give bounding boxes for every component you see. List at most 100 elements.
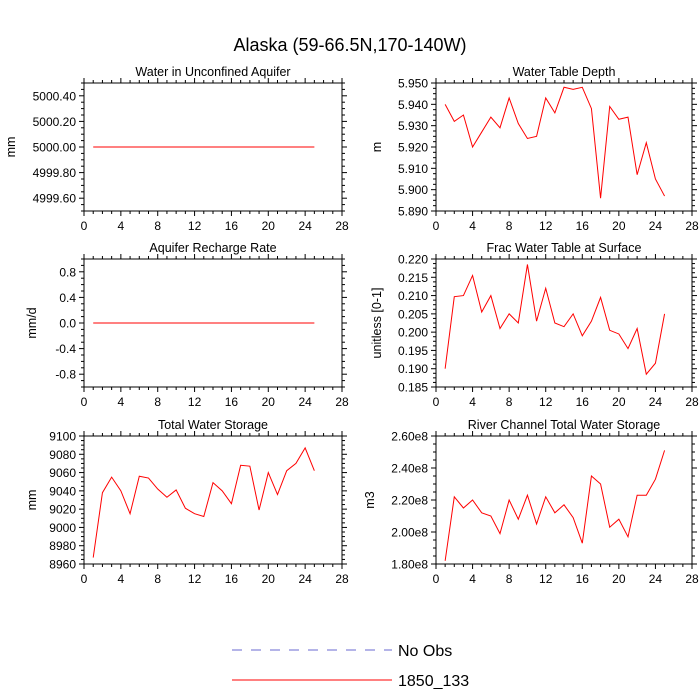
page-title: Alaska (59-66.5N,170-140W): [233, 35, 466, 55]
x-tick-label: 4: [118, 395, 125, 409]
y-tick-label: 4999.80: [33, 166, 77, 180]
x-tick-label: 16: [225, 572, 239, 586]
x-tick-label: 28: [335, 219, 349, 233]
panels-group: Water in Unconfined Aquifer 0 4 8 12 16 20 24 28…: [4, 65, 699, 586]
y-tick-label: 1.80e8: [391, 558, 428, 572]
x-tick-label: 16: [576, 395, 590, 409]
x-tick-label: 8: [506, 572, 513, 586]
y-tick-label: 8960: [49, 558, 76, 572]
x-tick-label: 28: [335, 395, 349, 409]
x-tick-label: 16: [225, 219, 239, 233]
x-tick-label: 20: [612, 395, 626, 409]
x-tick-label: 28: [685, 395, 699, 409]
y-tick-label: -0.8: [55, 368, 76, 382]
y-axis-label: mm/d: [25, 307, 39, 338]
legend-no-obs-label: No Obs: [398, 643, 452, 660]
y-tick-label: 0.210: [398, 289, 428, 303]
x-tick-label: 24: [649, 219, 663, 233]
y-tick-label: 5.910: [398, 162, 428, 176]
chart-title: Water in Unconfined Aquifer: [135, 65, 290, 79]
y-tick-label: 0.215: [398, 271, 428, 285]
y-tick-label: 0.205: [398, 307, 428, 321]
x-tick-label: 28: [685, 219, 699, 233]
x-tick-label: 8: [506, 219, 513, 233]
x-tick-label: 8: [154, 219, 161, 233]
x-tick-label: 12: [188, 572, 202, 586]
x-tick-label: 4: [469, 219, 476, 233]
y-axis-label: mm: [25, 490, 39, 511]
legend: No Obs 1850_133: [232, 643, 469, 690]
chart-water-table-depth: Water Table Depth 0 4 8 12 16 20 24 28 5.890 5.900…: [370, 65, 699, 233]
y-tick-label: 0.8: [59, 265, 76, 279]
chart-title: Total Water Storage: [158, 418, 268, 432]
x-tick-label: 28: [335, 572, 349, 586]
y-tick-label: 2.60e8: [391, 430, 428, 444]
y-tick-label: 4999.60: [33, 192, 77, 206]
x-tick-label: 12: [539, 395, 553, 409]
y-tick-label: 9100: [49, 430, 76, 444]
y-tick-label: 5.920: [398, 141, 428, 155]
x-tick-label: 4: [469, 395, 476, 409]
chart-title: Water Table Depth: [513, 65, 616, 79]
chart-river-channel-total-water-storage: River Channel Total Water Storage 0 4 8 12 16…: [363, 418, 699, 586]
x-tick-label: 0: [81, 572, 88, 586]
plot-frame: [83, 435, 343, 565]
y-tick-label: 9040: [49, 484, 76, 498]
x-tick-label: 0: [81, 219, 88, 233]
plot-frame: [435, 258, 693, 388]
x-tick-label: 0: [81, 395, 88, 409]
plot-frame: [435, 82, 693, 212]
x-tick-label: 0: [433, 572, 440, 586]
plot-frame: [435, 435, 693, 565]
x-tick-label: 20: [612, 572, 626, 586]
y-tick-label: 0.195: [398, 344, 428, 358]
x-tick-label: 24: [649, 395, 663, 409]
y-axis-label: m3: [363, 491, 377, 508]
y-tick-label: 5.950: [398, 77, 428, 91]
x-tick-label: 12: [539, 219, 553, 233]
y-tick-label: 5000.00: [33, 141, 77, 155]
chart-frac-water-table-at-surface: Frac Water Table at Surface 0 4 8 12 16 20 24 28…: [370, 241, 699, 409]
chart-total-water-storage: Total Water Storage 0 4 8 12 16 20 24 28 8960 8980…: [25, 418, 349, 586]
y-tick-label: 0.0: [59, 317, 76, 331]
y-tick-label: 9020: [49, 503, 76, 517]
chart-title: River Channel Total Water Storage: [468, 418, 661, 432]
x-tick-label: 4: [118, 219, 125, 233]
legend-1850-133-label: 1850_133: [398, 673, 469, 690]
series-line-1850-133: [444, 86, 666, 199]
y-tick-label: 9080: [49, 448, 76, 462]
y-tick-label: 0.190: [398, 362, 428, 376]
x-tick-label: 28: [685, 572, 699, 586]
x-tick-label: 24: [298, 572, 312, 586]
y-tick-label: 5.940: [398, 98, 428, 112]
x-tick-label: 4: [118, 572, 125, 586]
chart-title: Aquifer Recharge Rate: [149, 241, 276, 255]
y-axis-label: unitless [0-1]: [370, 288, 384, 359]
y-tick-label: -0.4: [55, 342, 76, 356]
x-tick-label: 24: [298, 219, 312, 233]
x-tick-label: 20: [262, 395, 276, 409]
series-line-1850-133: [444, 264, 666, 376]
x-tick-label: 4: [469, 572, 476, 586]
x-tick-label: 16: [225, 395, 239, 409]
y-tick-label: 5000.40: [33, 89, 77, 103]
x-tick-label: 20: [612, 219, 626, 233]
chart-title: Frac Water Table at Surface: [487, 241, 642, 255]
y-tick-label: 0.4: [59, 291, 76, 305]
y-tick-label: 5.930: [398, 119, 428, 133]
y-tick-label: 9060: [49, 466, 76, 480]
y-tick-label: 2.00e8: [391, 526, 428, 540]
x-tick-label: 8: [154, 395, 161, 409]
x-tick-label: 24: [649, 572, 663, 586]
x-tick-label: 12: [188, 219, 202, 233]
y-tick-label: 8980: [49, 539, 76, 553]
series-line-1850-133: [444, 450, 666, 561]
y-tick-label: 2.20e8: [391, 494, 428, 508]
x-tick-label: 16: [576, 219, 590, 233]
y-tick-label: 5.900: [398, 183, 428, 197]
series-line-1850-133: [92, 446, 315, 558]
x-tick-label: 8: [154, 572, 161, 586]
x-tick-label: 0: [433, 395, 440, 409]
x-tick-label: 12: [539, 572, 553, 586]
y-tick-label: 5000.20: [33, 115, 77, 129]
